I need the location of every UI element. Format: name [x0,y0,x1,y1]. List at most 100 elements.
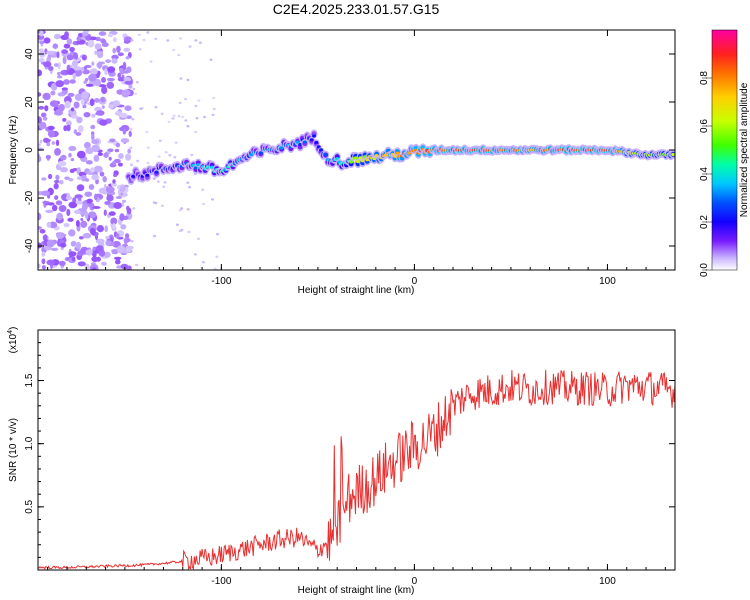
noise-cell [94,50,98,55]
noise-cell [84,141,91,149]
noise-cell [180,207,184,210]
noise-cell [94,193,98,201]
noise-cell [75,132,82,136]
noise-cell [111,249,119,255]
noise-cell [112,223,116,230]
noise-cell [42,200,50,205]
snr-x-ticks: -100 0 100 [47,564,666,587]
noise-cell [104,225,108,233]
noise-cell [190,153,194,157]
noise-cell [55,80,64,88]
noise-cell [124,233,130,239]
noise-cell [119,213,125,222]
noise-cell [132,87,136,91]
signal-core [154,170,159,174]
noise-cell [62,56,67,65]
noise-cell [171,117,175,120]
noise-cell [172,114,176,117]
noise-cell [129,128,133,131]
noise-cell [38,263,41,268]
colorbar-tick-label: 0.4 [699,167,710,181]
noise-cell [152,177,156,180]
noise-cell [215,255,219,258]
noise-cell [177,115,181,118]
noise-cell [91,139,100,145]
noise-cell [69,46,75,53]
noise-cell [101,105,105,109]
noise-cell [53,63,59,67]
noise-cell [181,115,185,119]
noise-cell [91,256,98,262]
noise-cell [193,253,197,256]
noise-cell [186,208,190,211]
noise-cell [146,161,150,165]
svg-text:(x104): (x104) [7,327,19,354]
noise-cell [67,92,75,97]
noise-cell [85,147,94,155]
noise-cell [112,47,116,54]
noise-cell [201,261,205,264]
noise-cell [212,96,216,100]
noise-cell [132,207,136,210]
noise-cell [54,33,61,40]
noise-cell [42,116,48,121]
noise-cell [38,48,44,52]
noise-cell [45,209,54,213]
signal-core [145,173,150,177]
noise-cell [63,79,70,85]
noise-cell [66,64,71,71]
noise-cell [163,181,167,184]
noise-cell [41,190,50,196]
noise-cell [81,54,87,61]
noise-cell [186,125,190,128]
noise-cell [76,36,81,42]
noise-cell [168,154,172,157]
noise-cell [93,165,103,173]
noise-cell [91,61,95,66]
noise-cell [108,33,113,38]
noise-cell [42,92,51,101]
noise-cell [54,195,59,201]
noise-cell [121,202,125,207]
noise-cell [123,47,131,52]
noise-cell [69,79,76,84]
noise-cell [100,96,106,103]
noise-cell [128,84,133,89]
noise-cell [178,209,182,212]
noise-cell [187,230,191,234]
figure-title: C2E4.2025.233.01.57.G15 [273,1,440,17]
noise-cell [179,37,182,40]
signal-core [316,145,321,149]
noise-cell [149,60,153,63]
noise-cell [105,59,111,63]
noise-cell [142,38,146,42]
noise-cell [54,148,61,156]
noise-cell [88,184,95,190]
noise-cell [152,201,156,204]
snr-scale-prefix: (x10 [8,333,19,353]
noise-cell [128,130,132,137]
noise-cell [101,86,108,95]
noise-cell [106,77,115,82]
noise-cell [120,263,129,270]
noise-cell [125,56,130,60]
noise-cell [188,45,192,48]
noise-cell [91,113,96,118]
noise-cell [117,72,122,78]
noise-cell [99,171,105,177]
noise-cell [105,235,110,240]
noise-cell [44,138,51,143]
noise-cell [211,198,214,201]
noise-cell [123,238,128,244]
noise-cell [174,141,178,144]
noise-cell [153,234,156,238]
spectrogram-marks [38,30,675,270]
noise-cell [84,191,93,197]
noise-cell [83,112,91,118]
noise-cell [82,69,90,75]
noise-cell [114,148,120,153]
noise-cell [89,68,98,75]
noise-cell [94,78,101,87]
noise-cell [48,173,53,180]
noise-cell [108,211,116,216]
